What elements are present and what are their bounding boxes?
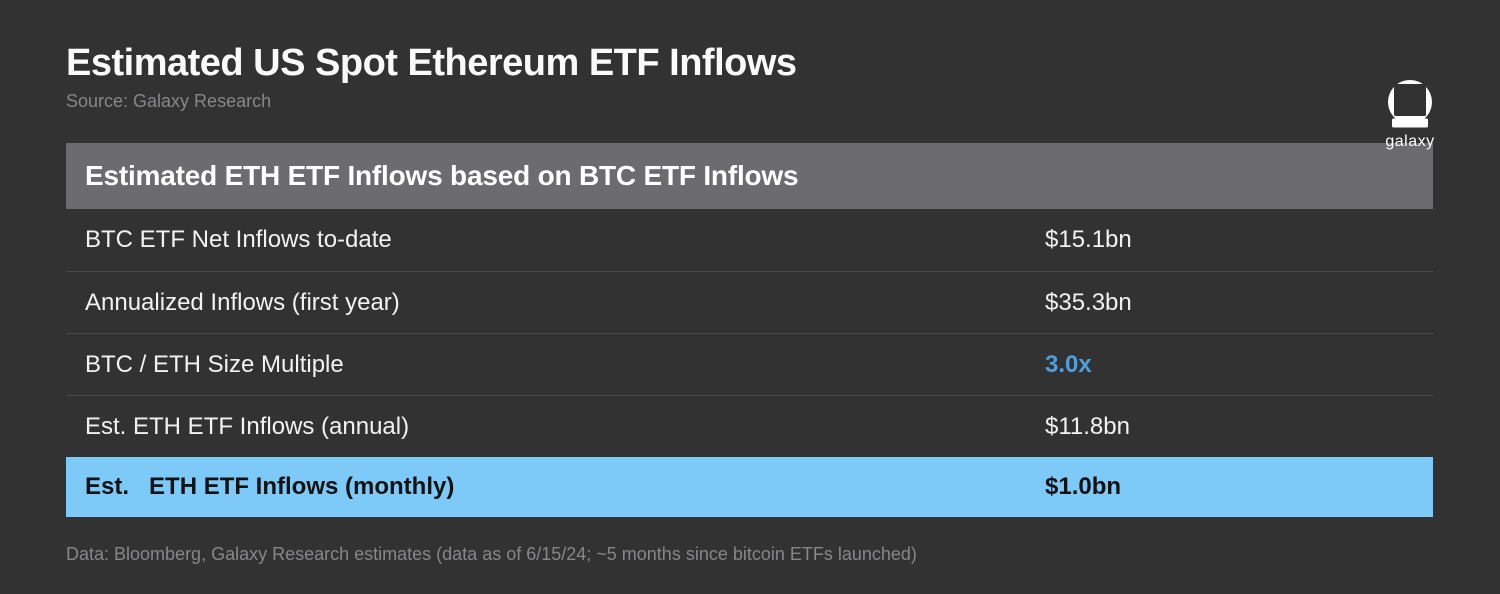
footnote: Data: Bloomberg, Galaxy Research estimat… bbox=[66, 544, 917, 564]
galaxy-logo: galaxy bbox=[1384, 78, 1436, 151]
row-label: Est. ETH ETF Inflows (annual) bbox=[85, 412, 410, 440]
table-row-highlighted: Est. ETH ETF Inflows (monthly) $1.0bn bbox=[66, 457, 1433, 517]
row-label: BTC / ETH Size Multiple bbox=[85, 350, 344, 378]
row-label: Est. ETH ETF Inflows (monthly) bbox=[85, 473, 455, 500]
table-row: Est. ETH ETF Inflows (annual) $11.8bn bbox=[66, 395, 1433, 457]
inflows-table: Estimated ETH ETF Inflows based on BTC E… bbox=[66, 143, 1433, 517]
table-row: BTC ETF Net Inflows to-date $15.1bn bbox=[66, 209, 1433, 271]
table-row: Annualized Inflows (first year) $35.3bn bbox=[66, 271, 1433, 333]
row-label: BTC ETF Net Inflows to-date bbox=[85, 226, 392, 253]
row-value-accent: 3.0x bbox=[1045, 350, 1092, 378]
galaxy-logo-wordmark: galaxy bbox=[1385, 133, 1435, 150]
row-value: $11.8bn bbox=[1045, 412, 1130, 440]
source-attribution: Source: Galaxy Research bbox=[66, 91, 272, 111]
table-row: BTC / ETH Size Multiple 3.0x bbox=[66, 333, 1433, 395]
galaxy-helmet-icon bbox=[1386, 78, 1434, 130]
row-value: $35.3bn bbox=[1045, 288, 1132, 316]
row-label: Annualized Inflows (first year) bbox=[85, 288, 400, 316]
table-header: Estimated ETH ETF Inflows based on BTC E… bbox=[66, 143, 1433, 209]
infographic-card: galaxy Estimated US Spot Ethereum ETF In… bbox=[0, 40, 1500, 594]
page-title: Estimated US Spot Ethereum ETF Inflows bbox=[66, 42, 797, 84]
row-value: $1.0bn bbox=[1045, 473, 1122, 500]
row-value: $15.1bn bbox=[1045, 226, 1132, 253]
